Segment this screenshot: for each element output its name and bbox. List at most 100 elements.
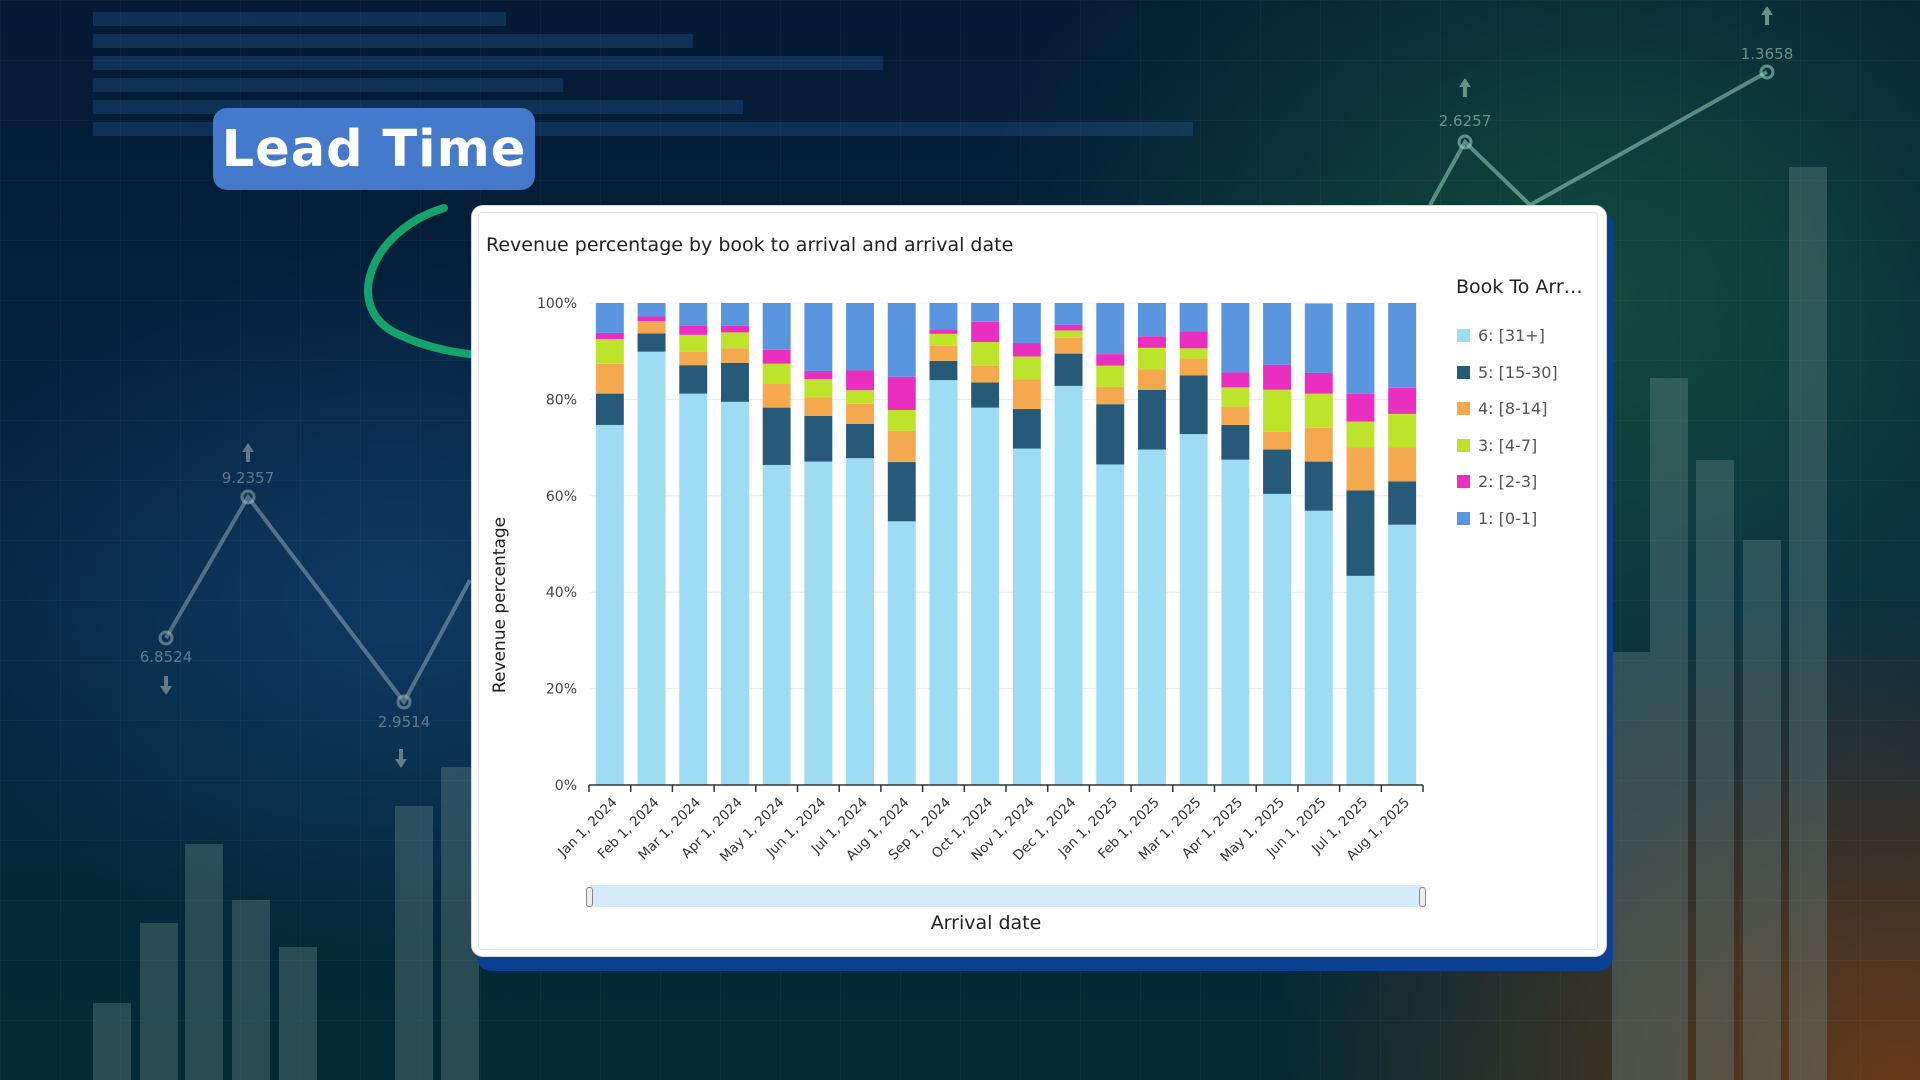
bar-segment[interactable] xyxy=(887,462,916,522)
bar-segment[interactable] xyxy=(1221,303,1250,373)
bar-segment[interactable] xyxy=(1179,434,1208,785)
range-handle-right[interactable] xyxy=(1419,887,1426,907)
bar-segment[interactable] xyxy=(1263,449,1292,494)
bar-segment[interactable] xyxy=(1221,406,1250,425)
bar-segment[interactable] xyxy=(637,351,666,785)
bar-segment[interactable] xyxy=(1137,389,1166,450)
bar-segment[interactable] xyxy=(1263,364,1292,390)
bar-segment[interactable] xyxy=(1179,331,1208,349)
bar-segment[interactable] xyxy=(720,325,749,333)
bar-segment[interactable] xyxy=(1012,343,1041,357)
x-axis-range-scrollbar[interactable] xyxy=(586,885,1426,907)
bar-segment[interactable] xyxy=(595,424,624,785)
bar-stack[interactable] xyxy=(1096,303,1125,785)
bar-stack[interactable] xyxy=(1304,303,1333,785)
bar-segment[interactable] xyxy=(804,461,833,785)
bar-segment[interactable] xyxy=(762,363,791,384)
bar-segment[interactable] xyxy=(1012,379,1041,410)
bar-segment[interactable] xyxy=(1096,464,1125,785)
bar-stack[interactable] xyxy=(1054,303,1083,785)
bar-segment[interactable] xyxy=(1179,303,1208,332)
bar-stack[interactable] xyxy=(1179,303,1208,785)
bar-segment[interactable] xyxy=(637,321,666,334)
bar-segment[interactable] xyxy=(720,348,749,363)
bar-segment[interactable] xyxy=(1054,337,1083,354)
bar-segment[interactable] xyxy=(1221,424,1250,460)
bar-segment[interactable] xyxy=(971,342,1000,366)
bar-segment[interactable] xyxy=(846,370,875,391)
bar-segment[interactable] xyxy=(1346,303,1375,394)
bar-stack[interactable] xyxy=(1346,303,1375,785)
bar-segment[interactable] xyxy=(887,376,916,411)
bar-segment[interactable] xyxy=(1388,303,1417,388)
bar-segment[interactable] xyxy=(720,401,749,785)
bar-segment[interactable] xyxy=(595,303,624,333)
bar-segment[interactable] xyxy=(720,332,749,349)
bar-segment[interactable] xyxy=(1263,389,1292,432)
bar-segment[interactable] xyxy=(887,410,916,431)
bar-segment[interactable] xyxy=(1096,404,1125,465)
bar-segment[interactable] xyxy=(971,365,1000,383)
bar-segment[interactable] xyxy=(846,458,875,785)
bar-segment[interactable] xyxy=(887,521,916,785)
bar-segment[interactable] xyxy=(1388,524,1417,785)
bar-segment[interactable] xyxy=(846,303,875,371)
bar-segment[interactable] xyxy=(804,379,833,398)
bar-segment[interactable] xyxy=(1054,385,1083,785)
bar-stack[interactable] xyxy=(804,303,833,785)
bar-segment[interactable] xyxy=(929,380,958,785)
bar-segment[interactable] xyxy=(929,303,958,330)
bar-segment[interactable] xyxy=(804,415,833,462)
bar-segment[interactable] xyxy=(595,393,624,425)
bar-segment[interactable] xyxy=(1221,387,1250,407)
bar-stack[interactable] xyxy=(971,303,1000,785)
bar-stack[interactable] xyxy=(720,303,749,785)
legend-item[interactable]: 5: [15-30] xyxy=(1457,363,1558,382)
bar-segment[interactable] xyxy=(595,339,624,364)
bar-segment[interactable] xyxy=(1137,449,1166,785)
bar-stack[interactable] xyxy=(762,303,791,785)
bar-segment[interactable] xyxy=(1304,427,1333,462)
bar-segment[interactable] xyxy=(1137,369,1166,390)
bar-segment[interactable] xyxy=(1012,356,1041,380)
legend-item[interactable]: 2: [2-3] xyxy=(1457,472,1537,491)
bar-segment[interactable] xyxy=(679,393,708,785)
bar-segment[interactable] xyxy=(1096,365,1125,387)
bar-segment[interactable] xyxy=(1179,375,1208,435)
bar-segment[interactable] xyxy=(1096,303,1125,355)
bar-segment[interactable] xyxy=(971,321,1000,343)
bar-segment[interactable] xyxy=(1012,409,1041,449)
bar-segment[interactable] xyxy=(1263,303,1292,365)
bar-stack[interactable] xyxy=(929,303,958,785)
bar-stack[interactable] xyxy=(1137,303,1166,785)
bar-segment[interactable] xyxy=(929,360,958,381)
bar-segment[interactable] xyxy=(720,303,749,326)
bar-segment[interactable] xyxy=(1054,324,1083,331)
bar-segment[interactable] xyxy=(1346,490,1375,576)
bar-segment[interactable] xyxy=(1388,447,1417,482)
legend-item[interactable]: 6: [31+] xyxy=(1457,326,1545,345)
bar-stack[interactable] xyxy=(1388,303,1417,785)
bar-segment[interactable] xyxy=(1096,386,1125,405)
bar-segment[interactable] xyxy=(720,362,749,402)
bar-segment[interactable] xyxy=(679,334,708,352)
bar-segment[interactable] xyxy=(679,365,708,394)
bar-segment[interactable] xyxy=(1304,372,1333,394)
bar-segment[interactable] xyxy=(929,333,958,346)
bar-segment[interactable] xyxy=(637,316,666,322)
bar-segment[interactable] xyxy=(1263,493,1292,785)
bar-segment[interactable] xyxy=(1179,348,1208,359)
bar-segment[interactable] xyxy=(804,303,833,371)
bar-segment[interactable] xyxy=(762,464,791,785)
bar-segment[interactable] xyxy=(595,363,624,394)
bar-segment[interactable] xyxy=(1304,510,1333,785)
bar-segment[interactable] xyxy=(846,423,875,459)
bar-stack[interactable] xyxy=(846,303,875,785)
bar-segment[interactable] xyxy=(971,382,1000,408)
bar-segment[interactable] xyxy=(762,349,791,364)
bar-segment[interactable] xyxy=(762,383,791,408)
legend-item[interactable]: 1: [0-1] xyxy=(1457,509,1537,528)
bar-segment[interactable] xyxy=(804,397,833,416)
bar-segment[interactable] xyxy=(1304,303,1333,373)
bar-segment[interactable] xyxy=(1012,448,1041,785)
